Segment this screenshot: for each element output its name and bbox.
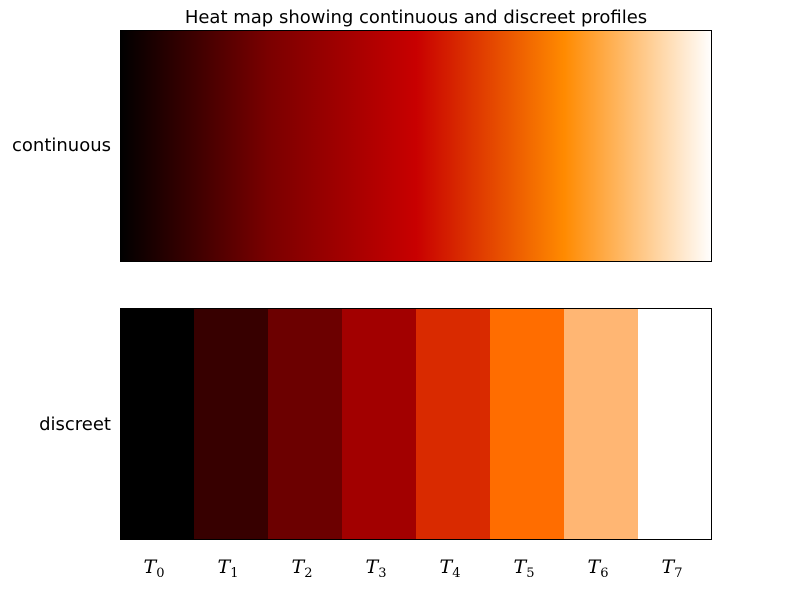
discreet-cell-4 [416, 308, 491, 540]
row-label-discreet: discreet [39, 414, 111, 435]
x-tick-label-3: T3 [366, 556, 387, 581]
x-tick-label-1: T1 [218, 556, 239, 581]
x-tick-label-2: T2 [292, 556, 313, 581]
x-tick-labels: T0 T1 T2 T3 T4 T5 T6 T7 [144, 556, 683, 581]
discreet-cell-7 [638, 308, 713, 540]
continuous-gradient-strip [120, 30, 712, 262]
row-label-continuous: continuous [12, 135, 111, 156]
discreet-cell-2 [268, 308, 343, 540]
discreet-cell-5 [490, 308, 565, 540]
discreet-panel: discreet [39, 308, 713, 540]
chart-title: Heat map showing continuous and discreet… [185, 7, 647, 28]
x-tick-label-5: T5 [514, 556, 535, 581]
continuous-panel: continuous [12, 30, 712, 262]
discreet-panel-frame [120, 308, 712, 540]
discreet-cell-0 [120, 308, 195, 540]
discreet-cell-1 [194, 308, 269, 540]
discreet-cells [120, 308, 713, 540]
x-tick-label-0: T0 [144, 556, 165, 581]
x-tick-label-7: T7 [662, 556, 683, 581]
x-tick-label-4: T4 [440, 556, 461, 581]
continuous-panel-frame [120, 30, 712, 262]
discreet-cell-3 [342, 308, 417, 540]
discreet-cell-6 [564, 308, 639, 540]
x-tick-label-6: T6 [588, 556, 609, 581]
